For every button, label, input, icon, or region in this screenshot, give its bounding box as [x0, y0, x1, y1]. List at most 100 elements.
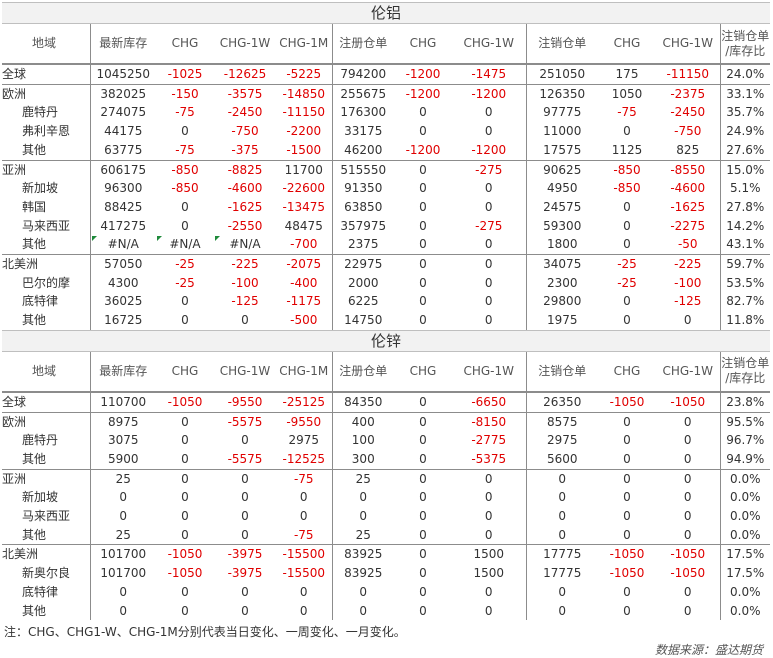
value-cell: -2450: [670, 105, 706, 120]
value-cell: 29800: [525, 292, 598, 312]
column-header: CHG: [598, 351, 656, 393]
value-cell: -2450: [227, 105, 263, 120]
table-row: 其他 25 0 0 -75 25 0 0 0 0 0 0.0%: [2, 525, 771, 545]
table-row: 新加坡 96300 -850 -4600 -22600 91350 0 0 4950 -850 -4…: [2, 179, 771, 198]
value-cell: 0: [419, 181, 427, 196]
value-cell: -2775: [471, 433, 507, 448]
column-header-line: /库存比: [725, 43, 766, 58]
table-title-row: 伦铝: [2, 2, 771, 24]
value-cell: 57050: [89, 254, 156, 274]
value-cell: -9550: [227, 394, 263, 409]
value-cell: 382025: [89, 83, 156, 104]
value-cell: 17.5%: [719, 564, 771, 583]
column-header: CHG-1W: [214, 23, 276, 65]
value-cell: 0: [623, 237, 631, 252]
data-sheet: 伦铝 地域 最新库存 CHG CHG-1W CHG-1M 注册仓单 CHG CHG-1W 注销仓单…: [2, 2, 771, 621]
value-cell: 0: [299, 490, 308, 505]
value-cell: -1200: [405, 67, 441, 81]
column-header: CHG: [156, 351, 214, 393]
value-cell: -2075: [276, 254, 332, 274]
value-cell: 84350: [331, 391, 394, 413]
region-cell: 欧洲: [2, 411, 90, 432]
value-cell: 1800: [525, 235, 598, 255]
value-cell: 14.2%: [719, 216, 771, 236]
value-cell: 83925: [331, 544, 394, 565]
value-cell: 0: [181, 584, 189, 599]
value-cell: 11700: [276, 159, 332, 180]
table-row: 全球 1045250 -1025 -12625 -5225 794200 -1200 -147…: [2, 64, 771, 85]
value-cell: 0: [525, 468, 598, 489]
table-row: 巴尔的摩 4300 -25 -100 -400 2000 0 0 2300 -25 -100 53.5…: [2, 273, 771, 293]
value-cell: 0.0%: [719, 601, 771, 621]
value-cell: 0: [656, 468, 720, 489]
value-cell: 46200: [331, 140, 394, 161]
table-row: 欧洲 382025 -150 -3575 -14850 255675 -1200 -1200 1…: [2, 83, 771, 104]
value-cell: 0: [89, 507, 156, 526]
value-cell: 0: [484, 105, 493, 120]
value-cell: -1475: [471, 67, 507, 81]
value-cell: 2300: [525, 273, 598, 293]
value-cell: 48475: [284, 218, 323, 233]
table-row: 北美洲 101700 -1050 -3975 -15500 83925 0 1500 17775…: [2, 544, 771, 565]
value-cell: 0: [525, 507, 598, 526]
value-cell: 0: [241, 490, 249, 505]
value-cell: -850: [613, 181, 641, 196]
value-cell: 0: [623, 313, 631, 328]
column-header: 最新库存: [89, 351, 156, 393]
value-cell: #N/A: [156, 235, 214, 254]
value-cell: 0.0%: [719, 582, 771, 602]
region-cell: 鹿特丹: [22, 105, 59, 120]
value-cell: 96.7%: [719, 431, 771, 450]
value-cell: 0: [484, 237, 493, 252]
value-cell: 16725: [89, 311, 156, 330]
value-cell: 0.0%: [719, 507, 771, 526]
region-cell: 底特律: [22, 584, 59, 599]
value-cell: 5.1%: [719, 179, 771, 198]
value-cell: 0: [623, 124, 631, 139]
value-cell: 35.7%: [719, 103, 771, 123]
value-cell: -100: [231, 275, 259, 290]
table-row: 亚洲 606175 -850 -8825 11700 515550 0 -275 90625 -8…: [2, 159, 771, 180]
value-cell: 0: [181, 451, 189, 466]
value-cell: 0: [241, 584, 249, 599]
region-cell: 其他: [22, 313, 47, 328]
column-header: 注册仓单: [331, 351, 394, 393]
value-cell: 357975: [331, 216, 394, 236]
value-cell: -850: [156, 159, 214, 180]
value-cell: 5900: [89, 449, 156, 470]
column-header: CHG-1W: [656, 23, 720, 65]
value-cell: 0: [419, 237, 427, 252]
region-cell: 北美洲: [2, 544, 90, 565]
value-cell: 0: [419, 527, 427, 542]
value-cell: 1050: [598, 83, 656, 104]
value-cell: 0: [419, 313, 427, 328]
value-cell: 0: [623, 490, 631, 505]
value-cell: 251050: [525, 64, 598, 85]
value-cell: -850: [598, 159, 656, 180]
value-cell: -275: [475, 218, 503, 233]
value-cell: 1975: [525, 311, 598, 330]
data-source: 数据来源：盛达期货: [654, 643, 763, 657]
value-cell: 255675: [331, 83, 394, 104]
value-cell: -1200: [405, 142, 441, 157]
value-cell: 0: [683, 509, 692, 524]
value-cell: -1200: [394, 83, 452, 104]
value-cell: 0: [419, 124, 427, 139]
value-cell: 0.0%: [719, 525, 771, 545]
value-cell: 6225: [331, 292, 394, 312]
value-cell: 27.8%: [719, 197, 771, 217]
region-cell: 其他: [22, 451, 47, 466]
value-cell: -1050: [156, 544, 214, 565]
value-cell: 0: [484, 199, 493, 214]
value-cell: 126350: [525, 83, 598, 104]
value-cell: -275: [452, 159, 526, 180]
value-cell: 83925: [331, 564, 394, 583]
lme-aluminium-table: 伦铝 地域 最新库存 CHG CHG-1W CHG-1M 注册仓单 CHG CHG-1W 注销仓单…: [2, 2, 771, 330]
table-row: 其他 16725 0 0 -500 14750 0 0 1975 0 0 11.8%: [2, 311, 771, 330]
value-cell: -850: [171, 181, 199, 196]
table-title: 伦锌: [2, 329, 771, 352]
value-cell: 515550: [331, 159, 394, 180]
value-cell: 101700: [89, 564, 156, 583]
value-cell: 0: [331, 507, 394, 526]
region-cell: 马来西亚: [22, 509, 71, 524]
